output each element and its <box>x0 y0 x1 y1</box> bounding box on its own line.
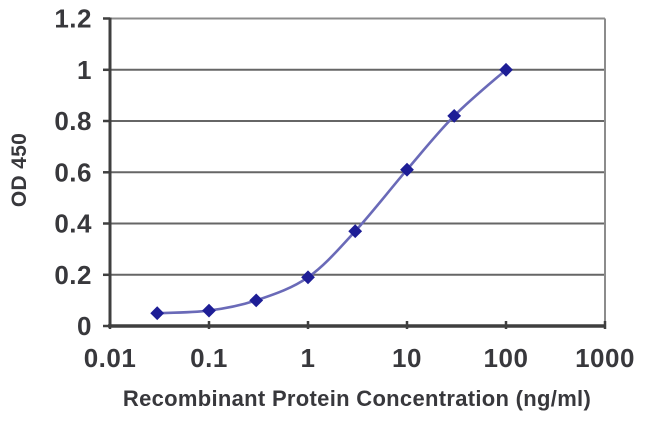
data-point-marker <box>301 270 315 285</box>
y-tick-label: 0 <box>77 311 92 341</box>
data-point-marker <box>348 224 363 239</box>
data-point-marker <box>400 162 414 177</box>
y-tick-label: 1.2 <box>54 4 92 34</box>
x-tick-label: 1000 <box>575 343 635 373</box>
y-tick-label: 0.8 <box>54 106 92 136</box>
x-axis-label: Recombinant Protein Concentration (ng/ml… <box>122 386 592 411</box>
x-tick-label: 1 <box>301 343 316 373</box>
standard-curve-line <box>155 68 508 315</box>
x-tick-label: 10 <box>392 343 422 373</box>
data-point-marker <box>249 293 264 308</box>
data-point-marker <box>150 306 165 321</box>
x-tick-label: 0.1 <box>190 343 228 373</box>
y-tick-label: 0.4 <box>54 209 92 239</box>
data-point-marker <box>202 303 216 318</box>
y-tick-label: 0.2 <box>54 260 92 290</box>
y-axis-label: OD 450 <box>8 132 31 208</box>
x-tick-label: 0.01 <box>84 343 137 373</box>
data-point-marker <box>447 108 462 123</box>
data-point-marker <box>499 62 513 77</box>
x-tick-label: 100 <box>484 343 529 373</box>
y-tick-label: 0.6 <box>54 157 92 187</box>
y-tick-label: 1 <box>77 55 92 85</box>
